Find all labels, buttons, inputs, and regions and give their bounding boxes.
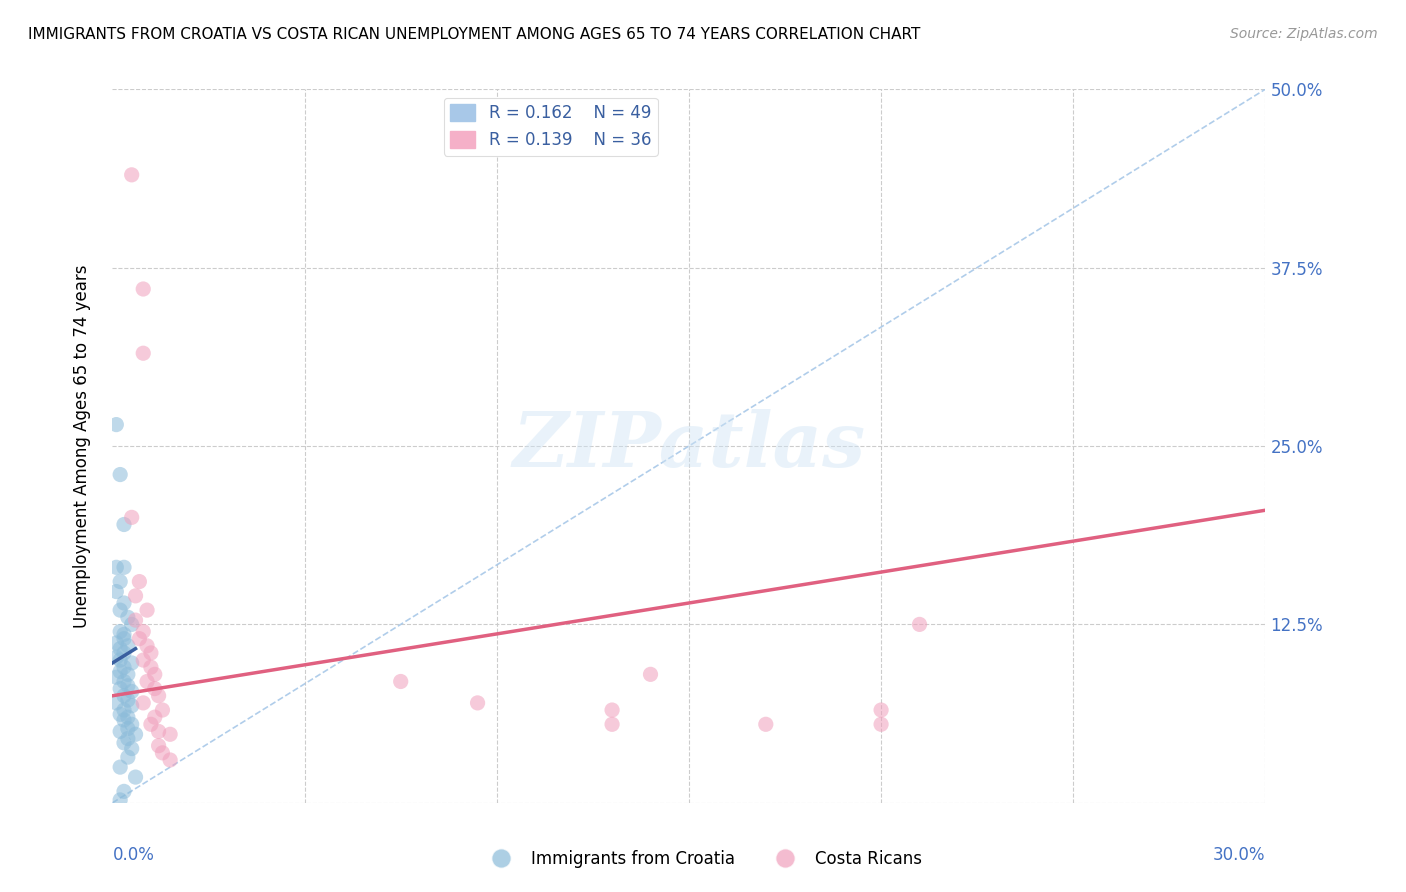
Point	[108, 707, 131, 722]
Point	[108, 467, 131, 482]
Point	[108, 653, 131, 667]
Point	[132, 653, 155, 667]
Point	[467, 696, 489, 710]
Y-axis label: Unemployment Among Ages 65 to 74 years: Unemployment Among Ages 65 to 74 years	[73, 264, 91, 628]
Point	[108, 603, 131, 617]
Text: ZIPatlas: ZIPatlas	[512, 409, 866, 483]
Point	[124, 770, 146, 784]
Text: Source: ZipAtlas.com: Source: ZipAtlas.com	[1230, 27, 1378, 41]
Point	[389, 674, 412, 689]
Point	[159, 753, 181, 767]
Legend: R = 0.162    N = 49, R = 0.139    N = 36: R = 0.162 N = 49, R = 0.139 N = 36	[444, 97, 658, 155]
Point	[870, 703, 893, 717]
Point	[117, 679, 139, 693]
Point	[105, 584, 128, 599]
Point	[870, 717, 893, 731]
Point	[121, 698, 143, 713]
Point	[108, 574, 131, 589]
Point	[105, 417, 128, 432]
Point	[112, 689, 135, 703]
Point	[139, 660, 162, 674]
Point	[128, 632, 150, 646]
Point	[136, 603, 159, 617]
Point	[132, 346, 155, 360]
Point	[121, 510, 143, 524]
Point	[121, 717, 143, 731]
Point	[105, 696, 128, 710]
Point	[112, 627, 135, 641]
Point	[108, 641, 131, 656]
Point	[121, 741, 143, 756]
Point	[117, 750, 139, 764]
Point	[112, 736, 135, 750]
Point	[112, 713, 135, 727]
Point	[112, 517, 135, 532]
Point	[112, 703, 135, 717]
Point	[124, 727, 146, 741]
Point	[108, 624, 131, 639]
Point	[152, 703, 174, 717]
Point	[600, 703, 623, 717]
Point	[117, 693, 139, 707]
Point	[139, 717, 162, 731]
Point	[136, 674, 159, 689]
Point	[105, 670, 128, 684]
Point	[108, 665, 131, 679]
Point	[112, 596, 135, 610]
Point	[121, 684, 143, 698]
Point	[105, 560, 128, 574]
Point	[121, 656, 143, 670]
Point	[136, 639, 159, 653]
Point	[117, 710, 139, 724]
Point	[108, 724, 131, 739]
Point	[148, 724, 170, 739]
Point	[132, 624, 155, 639]
Point	[124, 613, 146, 627]
Point	[148, 739, 170, 753]
Point	[143, 710, 166, 724]
Point	[112, 660, 135, 674]
Point	[132, 696, 155, 710]
Point	[117, 731, 139, 746]
Point	[132, 282, 155, 296]
Text: 0.0%: 0.0%	[112, 846, 155, 863]
Point	[139, 646, 162, 660]
Point	[117, 722, 139, 736]
Point	[600, 717, 623, 731]
Point	[112, 632, 135, 646]
Text: IMMIGRANTS FROM CROATIA VS COSTA RICAN UNEMPLOYMENT AMONG AGES 65 TO 74 YEARS CO: IMMIGRANTS FROM CROATIA VS COSTA RICAN U…	[28, 27, 921, 42]
Point	[108, 793, 131, 807]
Point	[755, 717, 778, 731]
Point	[124, 589, 146, 603]
Point	[112, 674, 135, 689]
Point	[108, 760, 131, 774]
Point	[640, 667, 662, 681]
Point	[143, 681, 166, 696]
Point	[908, 617, 931, 632]
Point	[121, 617, 143, 632]
Point	[143, 667, 166, 681]
Point	[159, 727, 181, 741]
Point	[112, 646, 135, 660]
Point	[152, 746, 174, 760]
Point	[112, 784, 135, 798]
Point	[117, 667, 139, 681]
Legend: Immigrants from Croatia, Costa Ricans: Immigrants from Croatia, Costa Ricans	[478, 844, 928, 875]
Text: 30.0%: 30.0%	[1213, 846, 1265, 863]
Point	[117, 610, 139, 624]
Point	[112, 560, 135, 574]
Point	[105, 650, 128, 665]
Point	[128, 574, 150, 589]
Point	[105, 636, 128, 650]
Point	[148, 689, 170, 703]
Point	[108, 681, 131, 696]
Point	[117, 639, 139, 653]
Point	[121, 168, 143, 182]
